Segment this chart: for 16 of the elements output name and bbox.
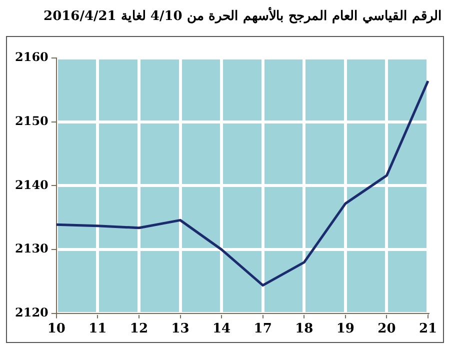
x-tick-label: 21 <box>418 322 438 337</box>
x-tick-label: 13 <box>171 322 190 337</box>
x-tick-label: 10 <box>47 322 66 337</box>
y-tick-label: 2160 <box>14 50 48 64</box>
x-tick-label: 19 <box>336 322 354 337</box>
x-tick-label: 12 <box>130 322 148 337</box>
chart-title: الرقم القياسي العام المرجح بالأسهم الحرة من 4/10 لغاية 2016/4/21 <box>42 8 442 24</box>
y-tick-label: 2140 <box>14 178 48 192</box>
x-tick-label: 17 <box>254 322 272 337</box>
y-tick-label: 2130 <box>14 242 48 256</box>
y-tick-label: 2120 <box>14 306 48 320</box>
x-tick-label: 18 <box>295 322 314 337</box>
x-tick-label: 11 <box>88 322 107 337</box>
y-tick-label: 2150 <box>14 114 48 128</box>
x-tick-label: 14 <box>212 322 231 337</box>
x-tick-label: 20 <box>378 322 396 337</box>
